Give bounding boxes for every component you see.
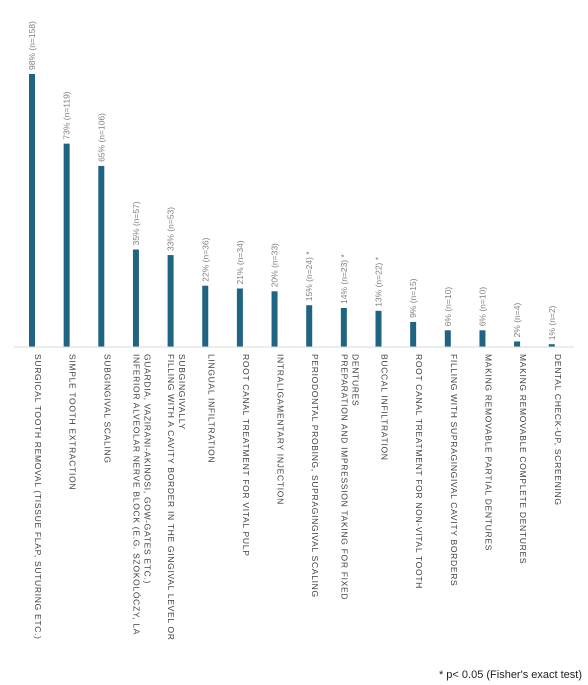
bar-value-label: 2% (n=4) (512, 303, 522, 338)
category-label: INFERIOR ALVEOLAR NERVE BLOCK (E.G. SZOK… (131, 354, 152, 635)
category-labels-group: SURGICAL TOOTH REMOVAL (TISSUE FLAP, SUT… (33, 354, 563, 641)
bar-value-label: 1% (n=2) (547, 305, 557, 340)
category-label-line: PERIODONTAL PROBING, SUPRAGINGIVAL SCALI… (310, 354, 320, 598)
category-label-line: GUARDIA, VAZIRANI-AKINOSI, GOW-GATES ETC… (142, 354, 152, 584)
category-label: FILLING WITH A CAVITY BORDER IN THE GING… (166, 354, 187, 641)
category-label: LINGUAL INFILTRATION (206, 354, 216, 463)
category-label-line: SUBGINGIVALLY (177, 354, 187, 430)
category-label: SIMPLE TOOTH EXTRACTION (68, 354, 78, 490)
category-label: ROOT CANAL TREATMENT FOR VITAL PULP (241, 354, 251, 557)
value-labels-group: 98% (n=158) 73% (n=119) 65% (n=106) 35% (n=… (27, 21, 557, 340)
category-label-line: PREPARATION AND IMPRESSION TAKING FOR FI… (339, 354, 349, 600)
bar (271, 291, 278, 347)
bar (236, 288, 243, 347)
bar-value-label: 13% (n=22) * (374, 256, 384, 307)
category-label-line: MAKING REMOVABLE PARTIAL DENTURES (483, 354, 493, 551)
category-label: ROOT CANAL TREATMENT FOR NON-VITAL TOOTH (414, 354, 424, 589)
category-label-line: BUCCAL INFILTRATION (380, 354, 390, 461)
category-label: PREPARATION AND IMPRESSION TAKING FOR FI… (339, 354, 360, 600)
bars-group (29, 74, 555, 347)
bar (548, 344, 555, 347)
category-label-line: INTRALIGAMENTARY INJECTION (276, 354, 286, 505)
bar (98, 165, 105, 347)
bar-value-label: 35% (n=57) (131, 201, 141, 245)
category-label: SURGICAL TOOTH REMOVAL (TISSUE FLAP, SUT… (33, 354, 43, 640)
bar-value-label: 6% (n=10) (443, 287, 453, 327)
category-label: PERIODONTAL PROBING, SUPRAGINGIVAL SCALI… (310, 354, 320, 598)
bar-value-label: 9% (n=15) (408, 278, 418, 318)
bar (340, 308, 347, 347)
bar-value-label: 21% (n=34) (235, 240, 245, 284)
category-label-line: ROOT CANAL TREATMENT FOR NON-VITAL TOOTH (414, 354, 424, 589)
category-label: MAKING REMOVABLE COMPLETE DENTURES (518, 354, 528, 564)
category-label-line: MAKING REMOVABLE COMPLETE DENTURES (518, 354, 528, 564)
category-label-line: FILLING WITH A CAVITY BORDER IN THE GING… (166, 354, 176, 641)
bar (306, 305, 313, 347)
bar-value-label: 22% (n=36) (200, 237, 210, 281)
bar-value-label: 33% (n=53) (166, 207, 176, 251)
bar (132, 249, 139, 347)
category-label-line: FILLING WITH SUPRAGINGIVAL CAVITY BORDER… (449, 354, 459, 586)
category-label: INTRALIGAMENTARY INJECTION (276, 354, 286, 505)
category-label: SUBGINGIVAL SCALING (102, 354, 112, 464)
category-label: DENTAL CHECK-UP, SCREENING (553, 354, 563, 506)
bar-value-label: 20% (n=33) (270, 243, 280, 287)
category-label-line: SIMPLE TOOTH EXTRACTION (68, 354, 78, 490)
bar (410, 321, 417, 347)
bar-value-label: 65% (n=106) (96, 113, 106, 162)
category-label-line: ROOT CANAL TREATMENT FOR VITAL PULP (241, 354, 251, 557)
bar-value-label: 98% (n=158) (27, 21, 37, 70)
bar (375, 310, 382, 347)
category-label-line: LINGUAL INFILTRATION (206, 354, 216, 463)
bar-value-label: 14% (n=23) * (339, 253, 349, 304)
footnote: * p< 0.05 (Fisher's exact test) (438, 669, 582, 681)
bar (63, 143, 70, 347)
bar-value-label: 6% (n=10) (477, 287, 487, 327)
bar (479, 330, 486, 347)
bar-value-label: 15% (n=24) * (304, 251, 314, 302)
category-label: MAKING REMOVABLE PARTIAL DENTURES (483, 354, 493, 551)
bar (29, 74, 35, 347)
category-label-line: DENTURES (350, 354, 360, 406)
category-label: FILLING WITH SUPRAGINGIVAL CAVITY BORDER… (449, 354, 459, 586)
bar (167, 255, 174, 347)
bar-value-label: 73% (n=119) (62, 91, 72, 139)
category-label: BUCCAL INFILTRATION (380, 354, 390, 461)
bar (444, 330, 451, 347)
category-label-line: SURGICAL TOOTH REMOVAL (TISSUE FLAP, SUT… (33, 354, 43, 640)
category-label-line: DENTAL CHECK-UP, SCREENING (553, 354, 563, 506)
category-label-line: INFERIOR ALVEOLAR NERVE BLOCK (E.G. SZOK… (131, 354, 141, 635)
bar (202, 285, 209, 347)
bar (514, 341, 521, 347)
category-label-line: SUBGINGIVAL SCALING (102, 354, 112, 464)
